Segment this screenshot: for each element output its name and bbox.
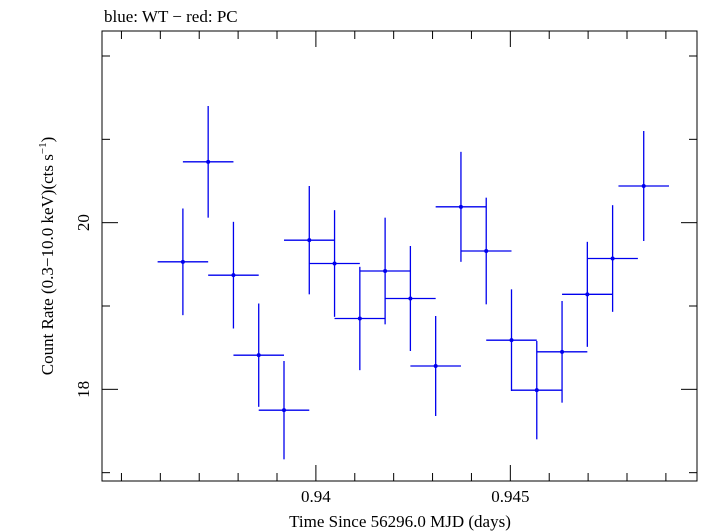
data-point-marker	[231, 273, 236, 278]
x-axis-ticks	[120, 31, 667, 481]
data-point-marker	[560, 349, 565, 354]
data-point-marker	[206, 159, 211, 164]
data-point-marker	[433, 364, 438, 368]
data-points	[157, 106, 669, 460]
data-point	[233, 303, 284, 407]
data-point-marker	[509, 338, 514, 343]
data-point	[157, 208, 209, 316]
y-axis-label: Count Rate (0.3−10.0 keV)(cts s−1)	[37, 137, 57, 376]
data-point	[486, 289, 537, 391]
data-point	[562, 241, 613, 347]
data-point-marker	[357, 316, 362, 321]
data-point	[587, 205, 638, 312]
data-point-marker	[307, 238, 312, 243]
data-point-marker	[408, 296, 413, 301]
data-point	[435, 151, 487, 262]
data-point-marker	[585, 292, 590, 297]
data-point	[284, 186, 335, 295]
x-tick-label: 0.94	[301, 487, 331, 506]
y-tick-label: 18	[74, 381, 93, 398]
data-point	[618, 131, 669, 241]
data-point-marker	[484, 249, 489, 253]
data-point	[410, 316, 461, 416]
chart-title: blue: WT − red: PC	[104, 7, 238, 26]
data-point-marker	[534, 388, 539, 393]
data-point	[208, 221, 259, 329]
data-point-marker	[383, 269, 388, 273]
data-point	[385, 246, 436, 351]
data-point	[460, 197, 512, 305]
x-axis-tick-labels: 0.94 0.945	[301, 487, 529, 506]
data-point-marker	[332, 261, 337, 266]
y-axis-label-end: )	[38, 137, 57, 143]
data-point-marker	[458, 204, 463, 209]
data-point	[536, 301, 588, 403]
x-tick-label: 0.945	[491, 487, 529, 506]
data-point	[334, 266, 386, 371]
plot-frame	[101, 30, 698, 482]
y-axis-label-main: Count Rate (0.3−10.0 keV)(cts s	[38, 154, 57, 375]
data-point-marker	[641, 184, 646, 188]
data-point-marker	[256, 353, 261, 358]
data-point	[258, 361, 310, 460]
x-axis-label: Time Since 56296.0 MJD (days)	[289, 512, 511, 531]
data-point	[309, 210, 360, 317]
data-point	[359, 217, 411, 325]
y-tick-label: 20	[74, 214, 93, 231]
data-point-marker	[180, 259, 185, 264]
data-point-marker	[282, 408, 286, 413]
data-point	[511, 341, 563, 440]
data-point	[182, 106, 234, 218]
y-axis-label-exponent: −1	[37, 142, 49, 154]
y-axis-ticks	[102, 55, 697, 474]
data-point-marker	[610, 256, 615, 261]
